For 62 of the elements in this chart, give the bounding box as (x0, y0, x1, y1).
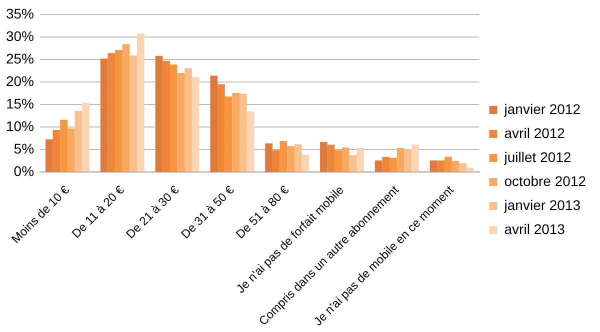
legend-label: avril 2013 (504, 220, 566, 237)
legend-label: janvier 2013 (503, 196, 581, 213)
bar (334, 150, 342, 172)
bar (265, 143, 272, 172)
bar (390, 158, 397, 172)
bar (412, 144, 419, 172)
bar (224, 96, 232, 172)
bar (108, 53, 116, 172)
bar (302, 154, 310, 172)
y-tick-label: 5% (14, 140, 34, 157)
y-tick-label: 15% (6, 95, 34, 112)
y-tick-label: 30% (6, 28, 34, 44)
bar (100, 58, 108, 172)
bar (162, 60, 170, 172)
bar (67, 128, 75, 172)
bar (137, 34, 144, 172)
legend-label: avril 2012 (504, 124, 566, 141)
bar (320, 142, 328, 172)
bar (349, 155, 357, 172)
bar (327, 144, 335, 172)
bar (459, 163, 466, 172)
bar (452, 160, 460, 172)
y-tick-label: 0% (14, 163, 34, 180)
bar (396, 148, 404, 172)
y-tick-label: 35% (6, 5, 34, 22)
bar (177, 73, 185, 172)
y-tick-label: 20% (6, 72, 34, 89)
bar (287, 146, 294, 172)
legend-label: juillet 2012 (503, 148, 572, 165)
bar (122, 44, 130, 172)
bar (232, 92, 240, 172)
bar (184, 68, 192, 172)
y-tick-label: 10% (6, 118, 34, 134)
bar (272, 150, 280, 172)
bar (404, 149, 412, 172)
bar (382, 156, 390, 172)
bar (218, 84, 225, 172)
bar (444, 156, 452, 172)
bar (170, 64, 178, 172)
bar (280, 141, 288, 172)
bar (155, 56, 163, 172)
bar (356, 148, 364, 172)
bar (246, 111, 254, 172)
bar (342, 147, 350, 172)
bar (115, 50, 122, 172)
y-tick-label: 25% (6, 50, 34, 66)
bar (240, 94, 247, 172)
bar (466, 168, 474, 172)
bar (192, 77, 200, 172)
bar (52, 130, 60, 172)
bar (74, 110, 82, 172)
bar (60, 120, 68, 172)
bar (374, 160, 382, 172)
legend-label: janvier 2012 (503, 100, 581, 117)
bar (430, 160, 438, 172)
bar (82, 102, 90, 172)
bar (437, 160, 444, 172)
bar (294, 144, 302, 172)
legend-label: octobre 2012 (504, 172, 586, 189)
bar (46, 139, 53, 172)
bar (130, 55, 138, 172)
bar (210, 76, 218, 172)
